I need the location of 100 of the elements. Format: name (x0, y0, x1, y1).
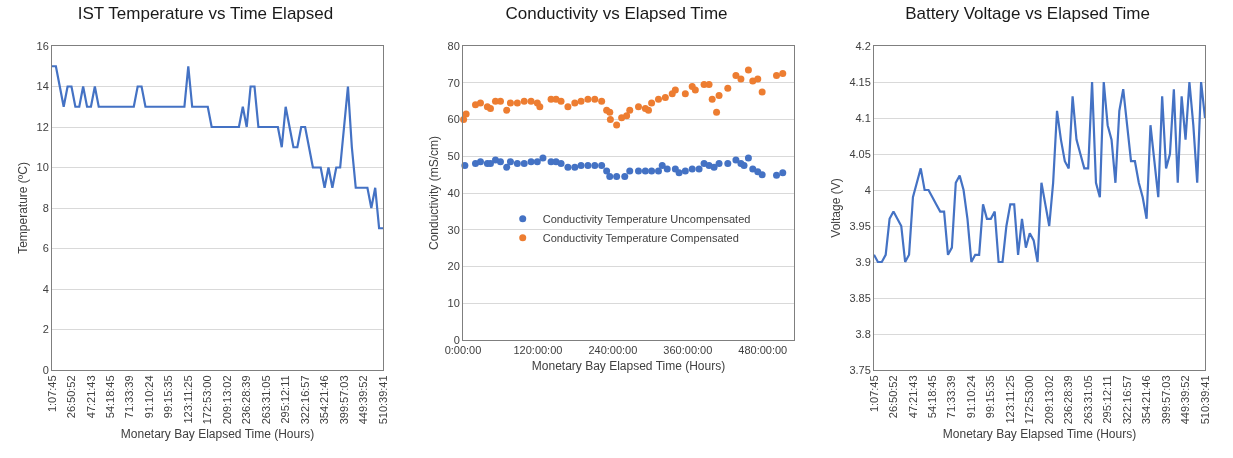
point (705, 81, 713, 89)
y-tick-label: 10 (36, 161, 49, 174)
point (584, 95, 592, 103)
x-tick-label: 236:28:39 (240, 375, 253, 425)
y-tick-label: 3.9 (855, 255, 871, 268)
x-tick-label: 1:07:45 (867, 375, 880, 413)
point (503, 163, 511, 171)
y-tick-label: 70 (447, 76, 460, 89)
y-tick-label: 14 (36, 80, 49, 93)
point (681, 167, 689, 175)
point (758, 171, 766, 179)
point (732, 71, 740, 79)
point (533, 158, 541, 166)
point (461, 161, 469, 169)
y-tick-label: 20 (447, 260, 460, 273)
point (506, 158, 514, 166)
point (520, 160, 528, 168)
y-tick-label: 4.05 (849, 147, 871, 160)
point (681, 90, 689, 98)
point (779, 169, 787, 177)
x-axis-title: Monetary Bay Elapsed Time (Hours) (531, 359, 726, 374)
point (634, 167, 642, 175)
x-tick-label: 209:13:02 (1042, 375, 1055, 425)
y-axis-title: Conductivity (mS/cm) (426, 135, 441, 251)
point (536, 103, 544, 111)
point (658, 161, 666, 169)
point (744, 66, 752, 74)
point (513, 160, 521, 168)
y-tick-label: 3.85 (849, 291, 871, 304)
point (773, 171, 781, 179)
point (577, 161, 585, 169)
chart-title: Battery Voltage vs Elapsed Time (905, 3, 1150, 23)
point (571, 99, 579, 107)
y-tick-label: 80 (447, 39, 460, 52)
point (476, 158, 484, 166)
point (663, 165, 671, 173)
point (754, 75, 762, 83)
point (758, 88, 766, 96)
point (557, 160, 565, 168)
x-tick-label: 354:21:46 (318, 375, 331, 425)
x-axis-title: Monetary Bay Elapsed Time (Hours) (120, 427, 315, 442)
x-tick-label: 480:00:00 (738, 344, 788, 357)
y-tick-label: 4.15 (849, 75, 871, 88)
x-tick-label: 510:39:41 (376, 375, 389, 425)
point (744, 154, 752, 162)
point (626, 106, 634, 114)
point (634, 103, 642, 111)
y-tick-label: 30 (447, 223, 460, 236)
x-tick-label: 172:53:00 (1023, 375, 1036, 425)
legend-label: Conductivity Temperature Uncompensated (542, 213, 751, 226)
x-tick-label: 91:10:24 (964, 375, 977, 419)
point (584, 161, 592, 169)
x-tick-label: 360:00:00 (663, 344, 713, 357)
point (503, 106, 511, 114)
x-tick-label: 47:21:43 (84, 375, 97, 419)
x-tick-label: 99:15:35 (984, 375, 997, 419)
point (648, 167, 656, 175)
x-tick-label: 322:16:57 (298, 375, 311, 425)
point (606, 116, 614, 123)
point (779, 70, 787, 78)
point (773, 71, 781, 79)
y-axis-title: Voltage (V) (828, 178, 843, 238)
point (613, 172, 621, 180)
point (691, 86, 699, 94)
point (527, 97, 535, 105)
y-tick-label: 60 (447, 113, 460, 126)
x-tick-label: 26:50:52 (887, 375, 900, 419)
x-tick-label: 26:50:52 (65, 375, 78, 419)
point (708, 95, 716, 103)
legend-label: Conductivity Temperature Compensated (542, 232, 739, 245)
point (577, 97, 585, 105)
x-tick-label: 0:00:00 (444, 344, 482, 357)
x-axis-title: Monetary Bay Elapsed Time (Hours) (942, 427, 1137, 442)
x-tick-label: 354:21:46 (1140, 375, 1153, 425)
y-tick-label: 2 (42, 323, 49, 336)
x-tick-label: 449:39:52 (1179, 375, 1192, 425)
point (648, 99, 656, 107)
point (539, 154, 547, 162)
y-tick-label: 40 (447, 186, 460, 199)
y-tick-label: 6 (42, 242, 49, 255)
point (476, 99, 484, 107)
x-tick-label: 295:12:11 (1101, 375, 1114, 424)
point (564, 103, 572, 111)
y-tick-label: 3.75 (849, 363, 871, 376)
point (613, 121, 621, 129)
point (724, 160, 732, 168)
x-tick-label: 209:13:02 (220, 375, 233, 425)
point (557, 97, 565, 105)
line-series (52, 65, 383, 230)
point (591, 161, 599, 169)
x-tick-label: 54:18:45 (925, 375, 938, 419)
point (641, 167, 649, 175)
x-tick-label: 172:53:00 (201, 375, 214, 425)
x-tick-label: 236:28:39 (1062, 375, 1075, 425)
point (715, 160, 723, 168)
point (724, 84, 732, 92)
point (603, 167, 611, 175)
y-tick-label: 4.2 (855, 39, 871, 52)
chart-title: IST Temperature vs Time Elapsed (77, 3, 334, 23)
x-tick-label: 399:57:03 (1159, 375, 1172, 425)
